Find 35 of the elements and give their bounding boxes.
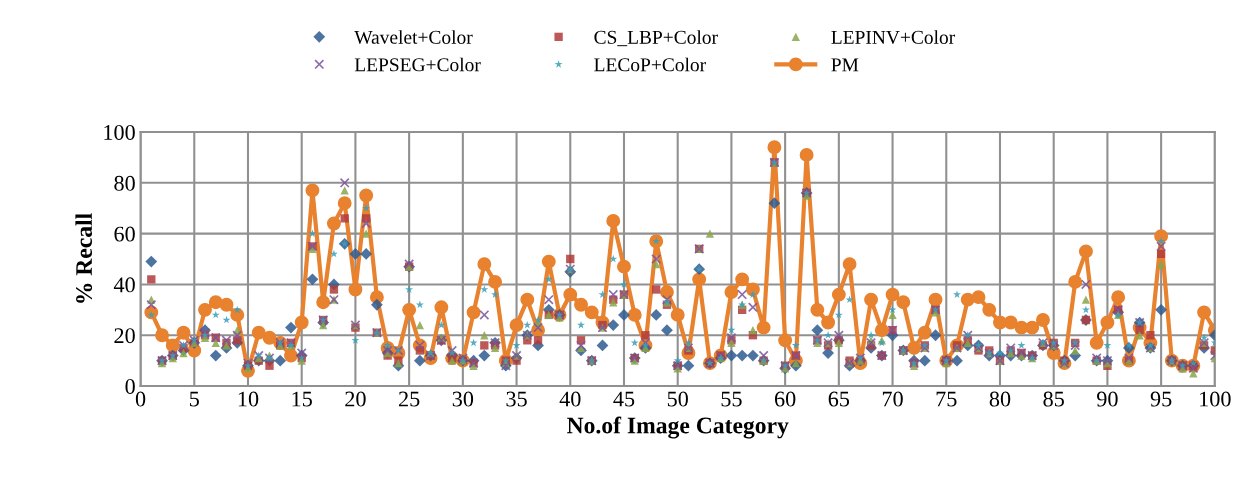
x-tick-label: 0 bbox=[135, 391, 146, 407]
x-tick-label: 5 bbox=[190, 391, 199, 407]
x-tick-label: 65 bbox=[828, 391, 850, 407]
x-tick-label: 55 bbox=[721, 391, 742, 407]
legend-label: CS_LBP+Color bbox=[594, 30, 718, 47]
x-tick-label: 90 bbox=[1097, 391, 1118, 407]
x-tick-label: 95 bbox=[1150, 391, 1172, 407]
x-tick-label: 40 bbox=[559, 391, 581, 407]
legend-label: Wavelet+Color bbox=[354, 30, 473, 44]
x-tick-label: 75 bbox=[936, 391, 957, 407]
y-tick-label: 100 bbox=[104, 124, 135, 140]
x-tick-label: 10 bbox=[238, 391, 259, 407]
x-tick-label: 35 bbox=[506, 391, 527, 407]
y-axis-title: % Recall bbox=[75, 213, 93, 303]
x-tick-label: 50 bbox=[667, 391, 688, 407]
y-tick-label: 60 bbox=[114, 226, 135, 242]
x-tick-label: 70 bbox=[882, 391, 903, 407]
legend-label: LECoP+Color bbox=[594, 57, 706, 72]
x-tick-label: 100 bbox=[1200, 391, 1231, 407]
x-tick-label: 85 bbox=[1043, 391, 1064, 407]
legend-label: LEPINV+Color bbox=[831, 30, 956, 44]
y-tick-label: 0 bbox=[125, 378, 135, 394]
x-tick-label: 30 bbox=[452, 391, 474, 407]
x-tick-label: 25 bbox=[398, 391, 420, 407]
y-tick-label: 80 bbox=[114, 175, 135, 191]
x-tick-label: 60 bbox=[774, 391, 796, 407]
x-tick-label: 20 bbox=[345, 391, 366, 407]
x-tick-label: 80 bbox=[989, 391, 1011, 407]
legend-label: LEPSEG+Color bbox=[354, 57, 481, 72]
y-tick-label: 40 bbox=[113, 277, 135, 293]
legend-label: PM bbox=[831, 58, 859, 72]
x-axis-title: No.of Image Category bbox=[567, 416, 789, 439]
y-tick-label: 20 bbox=[114, 328, 135, 344]
x-tick-label: 15 bbox=[292, 391, 312, 407]
x-tick-label: 45 bbox=[613, 391, 635, 407]
